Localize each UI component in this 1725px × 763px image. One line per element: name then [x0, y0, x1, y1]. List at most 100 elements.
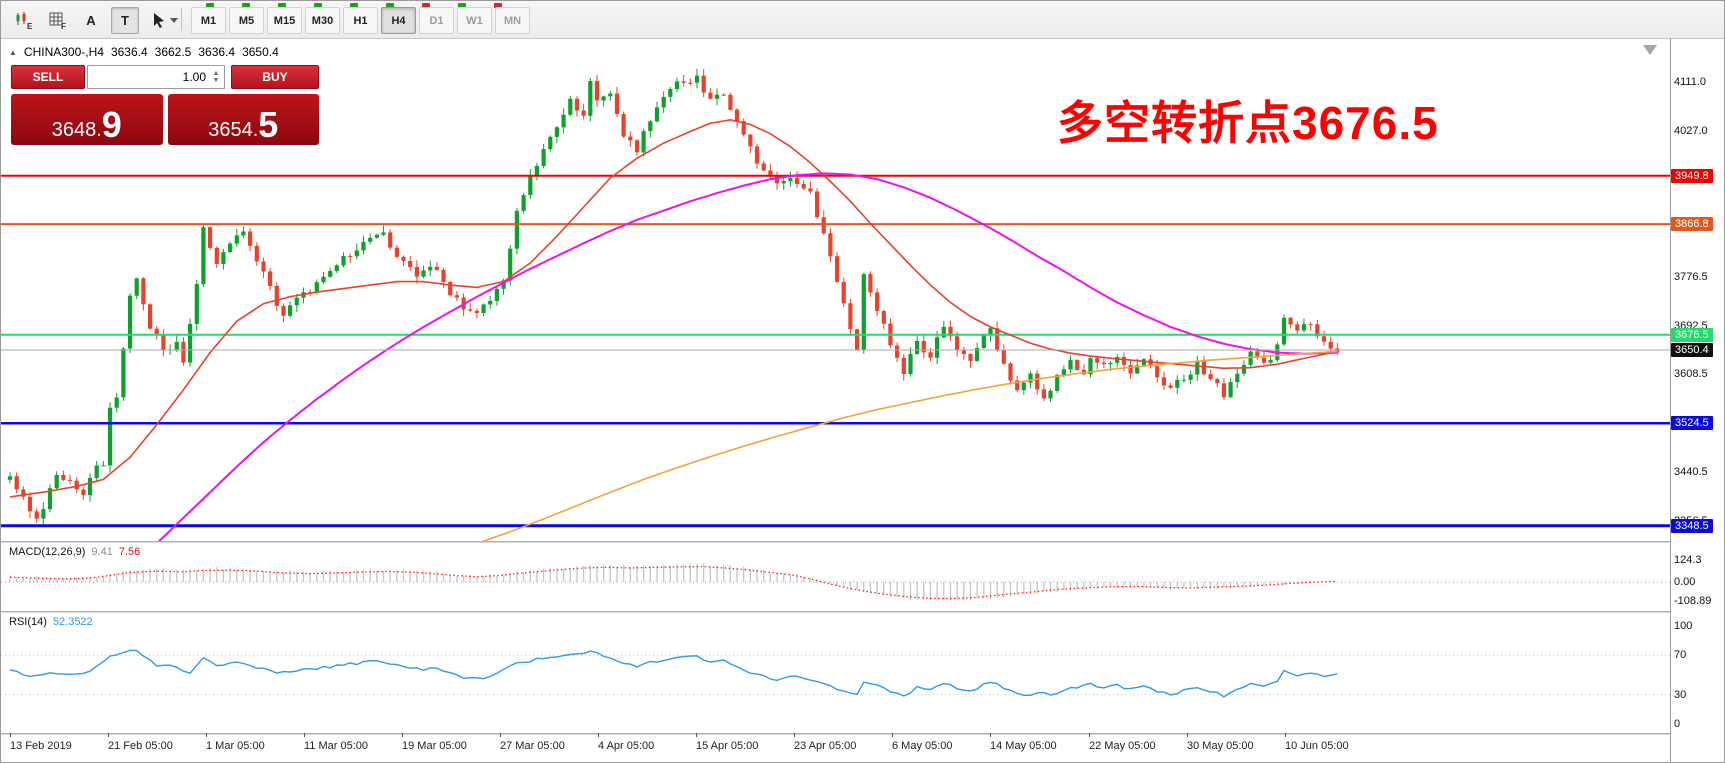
time-tick-label: 21 Feb 05:00 [108, 740, 173, 752]
volume-stepper[interactable]: 1.00 ▲ ▼ [87, 65, 225, 89]
axis-tick-label: 3776.5 [1674, 271, 1708, 283]
chart-tab-tick [242, 3, 250, 8]
time-tick-mark [794, 733, 795, 737]
symbol-label: CHINA300-,H4 [23, 45, 104, 59]
one-click-trading-panel: SELL 1.00 ▲ ▼ BUY 3648. 9 3654. 5 [11, 65, 319, 145]
axis-tick-label: -108.89 [1674, 595, 1712, 607]
toolbar: E F A T M1 M5 M15 M30 H1 H4 D1 W1 MN [1, 1, 1724, 39]
time-tick-label: 27 Mar 05:00 [500, 740, 565, 752]
price-axis[interactable]: 4111.04027.03776.53692.53608.53440.53356… [1671, 1, 1724, 762]
time-axis-divider [1, 733, 1670, 735]
timeframe-m5[interactable]: M5 [229, 7, 264, 34]
time-tick-label: 23 Apr 05:00 [794, 740, 857, 752]
time-tick-label: 6 May 05:00 [892, 740, 953, 752]
volume-up-button[interactable]: ▲ [212, 70, 220, 77]
time-tick-label: 30 May 05:00 [1187, 740, 1254, 752]
buy-button[interactable]: BUY [231, 65, 319, 89]
chart-tab-tick [458, 3, 466, 8]
macd-indicator-label: MACD(12,26,9) 9.41 7.56 [9, 546, 140, 558]
time-tick-mark [206, 733, 207, 737]
time-tick-mark [304, 733, 305, 737]
macd-panel-divider[interactable] [1, 541, 1670, 543]
timeframe-m30[interactable]: M30 [305, 7, 340, 34]
candlestick-icon: E [16, 12, 33, 30]
svg-text:F: F [61, 22, 66, 30]
chart-tab-tick [314, 3, 322, 8]
time-tick-label: 14 May 05:00 [990, 740, 1057, 752]
time-tick-label: 10 Jun 05:00 [1285, 740, 1349, 752]
axis-tick-label: 100 [1674, 620, 1693, 632]
time-tick-mark [598, 733, 599, 737]
collapse-panel-icon[interactable]: ▲ [9, 47, 17, 57]
time-tick-label: 19 Mar 05:00 [402, 740, 467, 752]
chart-shift-marker[interactable] [1641, 43, 1661, 59]
time-tick-mark [402, 733, 403, 737]
time-tick-mark [990, 733, 991, 737]
axis-tick-label: 3440.5 [1674, 466, 1708, 478]
price-level-badge: 3524.5 [1671, 416, 1713, 430]
toolbar-divider [181, 8, 182, 31]
rsi-title: RSI(14) [9, 616, 47, 628]
grid-icon[interactable]: F [43, 7, 71, 34]
ohlc-low: 3636.4 [198, 45, 236, 59]
svg-text:E: E [27, 22, 33, 30]
buy-price-pips: 5 [258, 103, 279, 145]
volume-value: 1.00 [182, 70, 206, 84]
time-axis[interactable]: 13 Feb 2019 21 Feb 05:00 1 Mar 05:00 11 Mar… [1, 733, 1670, 762]
sell-button[interactable]: SELL [11, 65, 85, 89]
timeframe-w1[interactable]: W1 [457, 7, 492, 34]
chart-tools: E F A T [9, 6, 185, 34]
timeframe-h1[interactable]: H1 [343, 7, 378, 34]
sell-price-main: 3648. [51, 119, 102, 141]
timeframe-d1[interactable]: D1 [419, 7, 454, 34]
time-tick-mark [108, 733, 109, 737]
macd-signal-value: 7.56 [118, 546, 141, 558]
volume-down-button[interactable]: ▼ [212, 77, 220, 84]
macd-main-value: 9.41 [91, 546, 113, 558]
time-tick-mark [1285, 733, 1286, 737]
sell-price-pips: 9 [101, 103, 122, 145]
text-annotation-icon[interactable]: A [86, 12, 96, 28]
cursor-icon[interactable] [145, 7, 185, 34]
ohlc-close: 3650.4 [242, 45, 279, 59]
time-tick-label: 22 May 05:00 [1089, 740, 1156, 752]
symbol-header: ▲ CHINA300-,H4 3636.4 3662.5 3636.4 3650… [9, 45, 279, 59]
buy-price-display[interactable]: 3654. 5 [167, 94, 319, 145]
timeframe-m1[interactable]: M1 [191, 7, 226, 34]
ohlc-open: 3636.4 [110, 45, 148, 59]
timeframe-h4[interactable]: H4 [381, 7, 416, 34]
axis-tick-label: 70 [1674, 649, 1687, 661]
timeframe-mn[interactable]: MN [495, 7, 530, 34]
timeframe-m15[interactable]: M15 [267, 7, 302, 34]
chart-tab-tick [494, 3, 502, 8]
sell-price-display[interactable]: 3648. 9 [11, 94, 163, 145]
time-tick-mark [1187, 733, 1188, 737]
time-tick-mark [892, 733, 893, 737]
time-tick-mark [10, 733, 11, 737]
time-tick-mark [1089, 733, 1090, 737]
textbox-icon[interactable]: T [111, 6, 139, 34]
time-tick-mark [500, 733, 501, 737]
current-price-badge: 3650.4 [1671, 343, 1713, 357]
chart-tab-tick [206, 3, 214, 8]
ohlc-high: 3662.5 [154, 45, 192, 59]
rsi-value: 52.3522 [52, 616, 93, 628]
axis-tick-label: 3608.5 [1674, 368, 1708, 380]
chart-tab-tick [386, 3, 394, 8]
axis-tick-label: 30 [1674, 689, 1687, 701]
rsi-indicator-label: RSI(14) 52.3522 [9, 616, 93, 628]
annotation-text: 多空转折点3676.5 [1057, 97, 1439, 149]
time-tick-label: 1 Mar 05:00 [206, 740, 265, 752]
time-tick-label: 13 Feb 2019 [10, 740, 72, 752]
price-axis-divider [1670, 38, 1671, 762]
price-level-badge: 3348.5 [1671, 519, 1713, 533]
axis-tick-label: 4111.0 [1674, 76, 1707, 88]
rsi-panel-divider[interactable] [1, 611, 1670, 613]
price-level-badge: 3676.5 [1671, 328, 1713, 342]
chart-style-icon[interactable]: E [9, 7, 37, 34]
time-tick-label: 15 Apr 05:00 [696, 740, 759, 752]
chart-tab-tick [422, 3, 430, 8]
axis-tick-label: 4027.0 [1674, 125, 1708, 137]
